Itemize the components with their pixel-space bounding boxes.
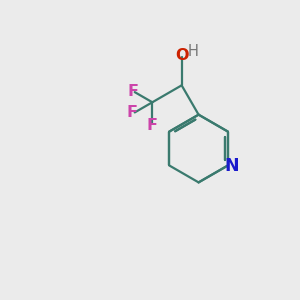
Text: N: N bbox=[224, 157, 239, 175]
Text: H: H bbox=[188, 44, 198, 59]
Text: F: F bbox=[127, 105, 138, 120]
Text: F: F bbox=[147, 118, 158, 133]
Text: O: O bbox=[175, 48, 188, 63]
Text: F: F bbox=[128, 84, 139, 99]
